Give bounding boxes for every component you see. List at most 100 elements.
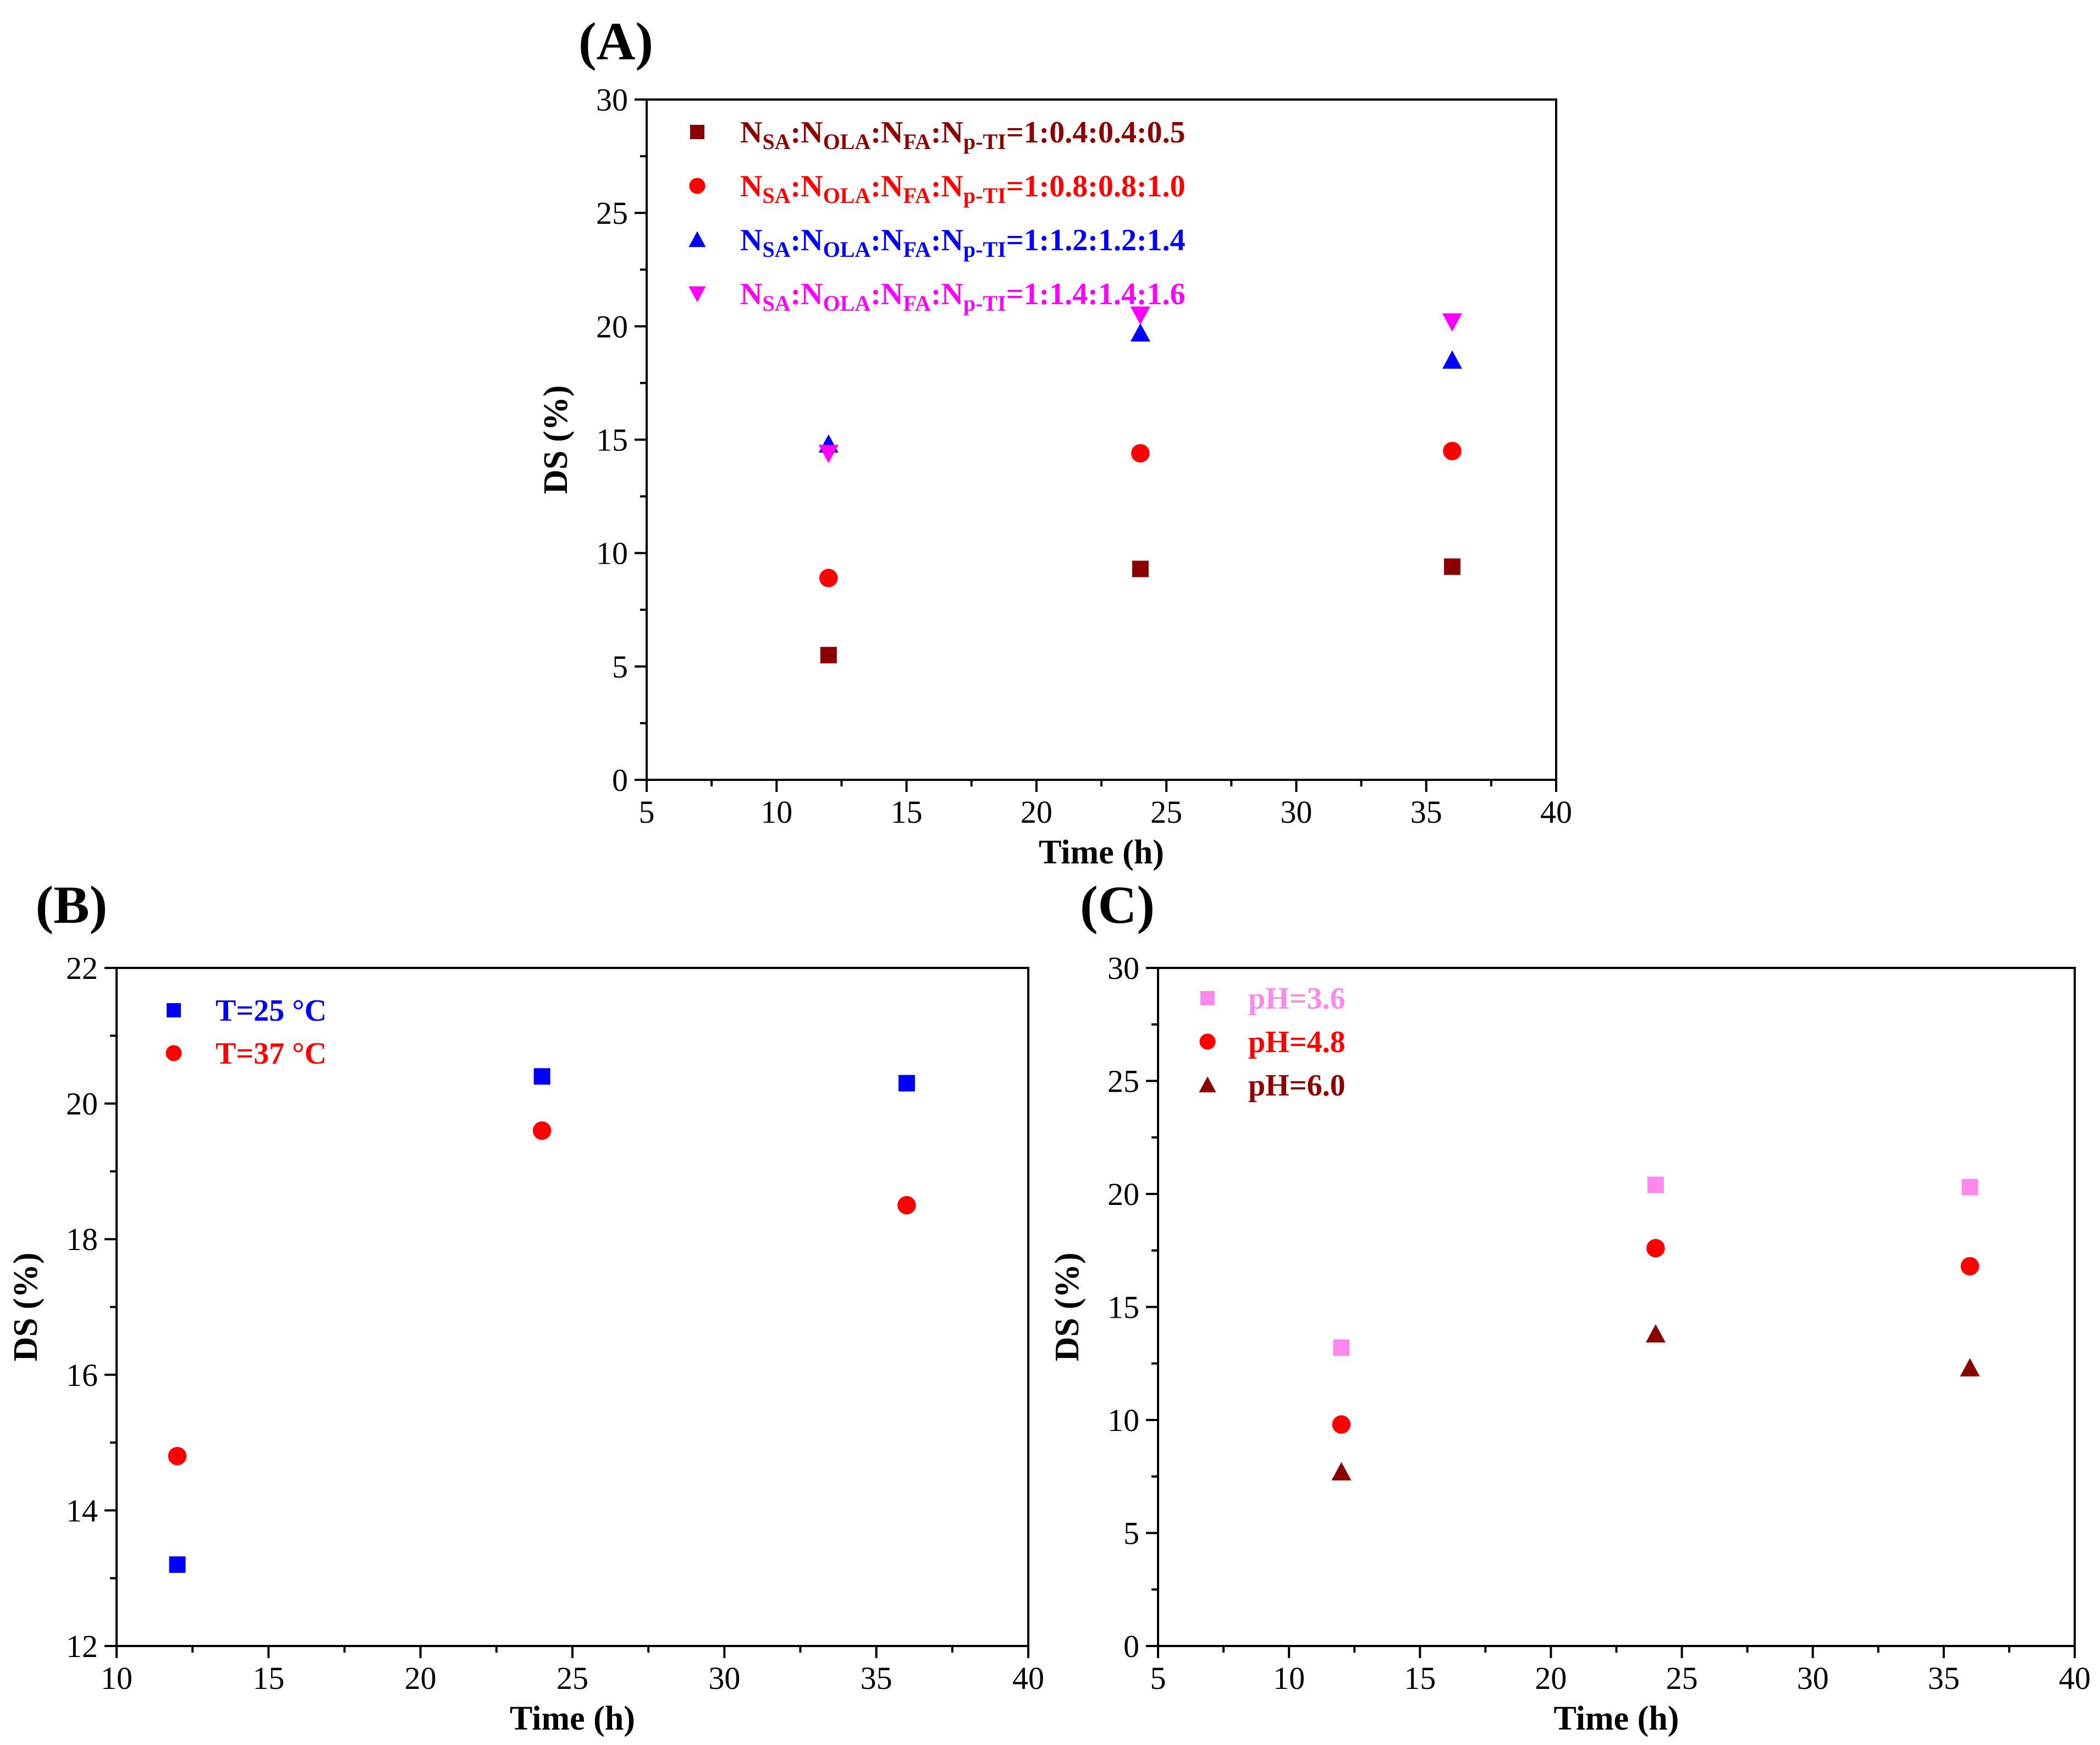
legend-text-part: :N <box>931 223 963 257</box>
legend-entry: NSA:NOLA:NFA:Np-TI=1:1.4:1.4:1.6 <box>740 277 1186 316</box>
data-point <box>898 1075 915 1092</box>
data-point <box>1646 1238 1665 1258</box>
x-tick-label: 5 <box>639 794 655 830</box>
y-tick-label: 25 <box>596 195 628 231</box>
legend-text-part: :N <box>931 169 963 203</box>
x-tick-label: 40 <box>2059 1660 2091 1696</box>
series-1 <box>169 1068 915 1573</box>
legend-subscript: OLA <box>823 291 871 316</box>
data-point <box>1960 1358 1980 1377</box>
data-point <box>169 1556 186 1573</box>
legend-text-part: pH=4.8 <box>1248 1025 1346 1059</box>
series-2 <box>1332 1238 1980 1434</box>
y-tick-label: 12 <box>66 1628 98 1664</box>
x-tick-label: 15 <box>252 1660 284 1696</box>
legend-marker <box>166 1045 182 1061</box>
legend: T=25 °C T=37 °C <box>166 994 327 1071</box>
legend-text-part: :N <box>870 169 903 203</box>
data-point <box>1132 560 1149 577</box>
x-tick-label: 10 <box>1273 1660 1305 1696</box>
legend-subscript: p-TI <box>963 237 1006 262</box>
legend-entry: pH=3.6 <box>1248 982 1346 1016</box>
legend-text-part: pH=6.0 <box>1248 1069 1346 1103</box>
y-tick-label: 5 <box>1123 1516 1139 1551</box>
y-tick-label: 0 <box>1123 1628 1139 1664</box>
y-tick-label: 5 <box>612 649 628 685</box>
y-tick-label: 10 <box>1107 1402 1139 1438</box>
data-point <box>1130 323 1150 342</box>
x-tick-label: 30 <box>1280 794 1312 830</box>
y-tick-label: 25 <box>1107 1064 1139 1099</box>
legend-subscript: SA <box>762 237 790 262</box>
series-3 <box>818 323 1462 453</box>
legend-text-part: :N <box>791 277 823 311</box>
data-point <box>1332 1415 1351 1434</box>
legend-marker <box>690 125 704 139</box>
x-tick-label: 20 <box>1535 1660 1567 1696</box>
legend-entry: NSA:NOLA:NFA:Np-TI=1:0.8:0.8:1.0 <box>740 169 1186 208</box>
y-tick-label: 20 <box>1107 1176 1139 1212</box>
y-tick-label: 0 <box>612 762 628 798</box>
y-tick-label: 30 <box>596 82 628 118</box>
legend-text-part: pH=3.6 <box>1248 982 1346 1016</box>
data-point <box>532 1121 552 1140</box>
legend: pH=3.6 pH=4.8 pH=6.0 <box>1199 982 1346 1103</box>
legend-entry: NSA:NOLA:NFA:Np-TI=1:0.4:0.4:0.5 <box>740 115 1186 154</box>
legend-subscript: FA <box>903 237 930 262</box>
legend-text-part: :N <box>870 223 903 257</box>
data-point <box>1961 1179 1978 1196</box>
y-tick-label: 30 <box>1107 950 1139 986</box>
series-2 <box>819 442 1462 587</box>
legend-entry: pH=4.8 <box>1248 1025 1346 1059</box>
series-1 <box>820 558 1460 664</box>
y-tick-label: 18 <box>66 1221 98 1257</box>
legend-subscript: OLA <box>823 183 871 208</box>
legend-text-part: :N <box>870 115 903 150</box>
x-axis-title: Time (h) <box>510 1700 635 1737</box>
x-tick-label: 30 <box>708 1660 740 1696</box>
legend-marker <box>688 286 706 302</box>
data-point <box>1960 1257 1980 1276</box>
legend-subscript: SA <box>762 129 790 154</box>
data-point <box>897 1196 916 1215</box>
data-point <box>1442 313 1462 332</box>
legend-text-part: T=25 °C <box>216 994 327 1028</box>
legend-subscript: p-TI <box>963 183 1006 208</box>
y-tick-label: 20 <box>596 309 628 344</box>
legend-text-part: =1:0.8:0.8:1.0 <box>1006 169 1186 203</box>
x-tick-label: 35 <box>1410 794 1442 830</box>
data-point <box>1442 350 1462 369</box>
y-axis-title: DS (%) <box>537 385 575 494</box>
y-tick-label: 20 <box>66 1086 98 1122</box>
legend-text-part: N <box>740 277 762 311</box>
x-axis-title: Time (h) <box>1039 834 1164 871</box>
legend-text-part: T=37 °C <box>216 1037 327 1071</box>
legend: NSA:NOLA:NFA:Np-TI=1:0.4:0.4:0.5NSA:NOLA… <box>688 115 1186 316</box>
data-point <box>1130 306 1150 325</box>
legend-marker <box>1199 1033 1216 1050</box>
legend-text-part: =1:0.4:0.4:0.5 <box>1006 115 1186 150</box>
data-point <box>818 444 839 464</box>
y-tick-label: 14 <box>66 1493 98 1528</box>
legend-text-part: :N <box>791 223 823 257</box>
legend-entry: T=37 °C <box>216 1037 327 1071</box>
legend-text-part: =1:1.4:1.4:1.6 <box>1006 277 1186 311</box>
legend-entry: T=25 °C <box>216 994 327 1028</box>
x-tick-label: 25 <box>1666 1660 1698 1696</box>
y-axis-title: DS (%) <box>1049 1252 1086 1361</box>
series-3 <box>1331 1324 1980 1480</box>
legend-marker <box>167 1003 181 1017</box>
data-point <box>1647 1176 1664 1193</box>
legend-entry: NSA:NOLA:NFA:Np-TI=1:1.2:1.2:1.4 <box>740 223 1186 262</box>
legend-subscript: SA <box>762 183 790 208</box>
x-tick-label: 30 <box>1797 1660 1829 1696</box>
x-tick-label: 15 <box>1404 1660 1436 1696</box>
panel-label: (B) <box>36 876 108 935</box>
series-1 <box>1333 1176 1978 1356</box>
x-tick-label: 40 <box>1012 1660 1044 1696</box>
legend-text-part: :N <box>931 115 963 150</box>
y-tick-label: 10 <box>596 536 628 571</box>
legend-subscript: OLA <box>823 129 871 154</box>
